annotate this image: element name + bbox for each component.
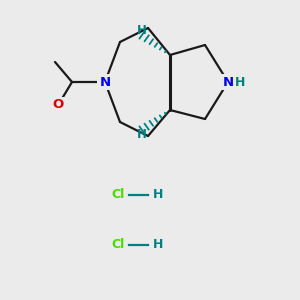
Text: Cl: Cl: [111, 188, 124, 202]
Text: Cl: Cl: [111, 238, 124, 251]
Text: H: H: [137, 25, 147, 38]
Text: H: H: [235, 76, 245, 88]
Text: H: H: [153, 238, 163, 251]
Text: H: H: [153, 188, 163, 202]
Text: H: H: [137, 128, 147, 140]
Text: O: O: [52, 98, 64, 112]
Text: N: N: [99, 76, 111, 88]
Text: N: N: [222, 76, 234, 88]
